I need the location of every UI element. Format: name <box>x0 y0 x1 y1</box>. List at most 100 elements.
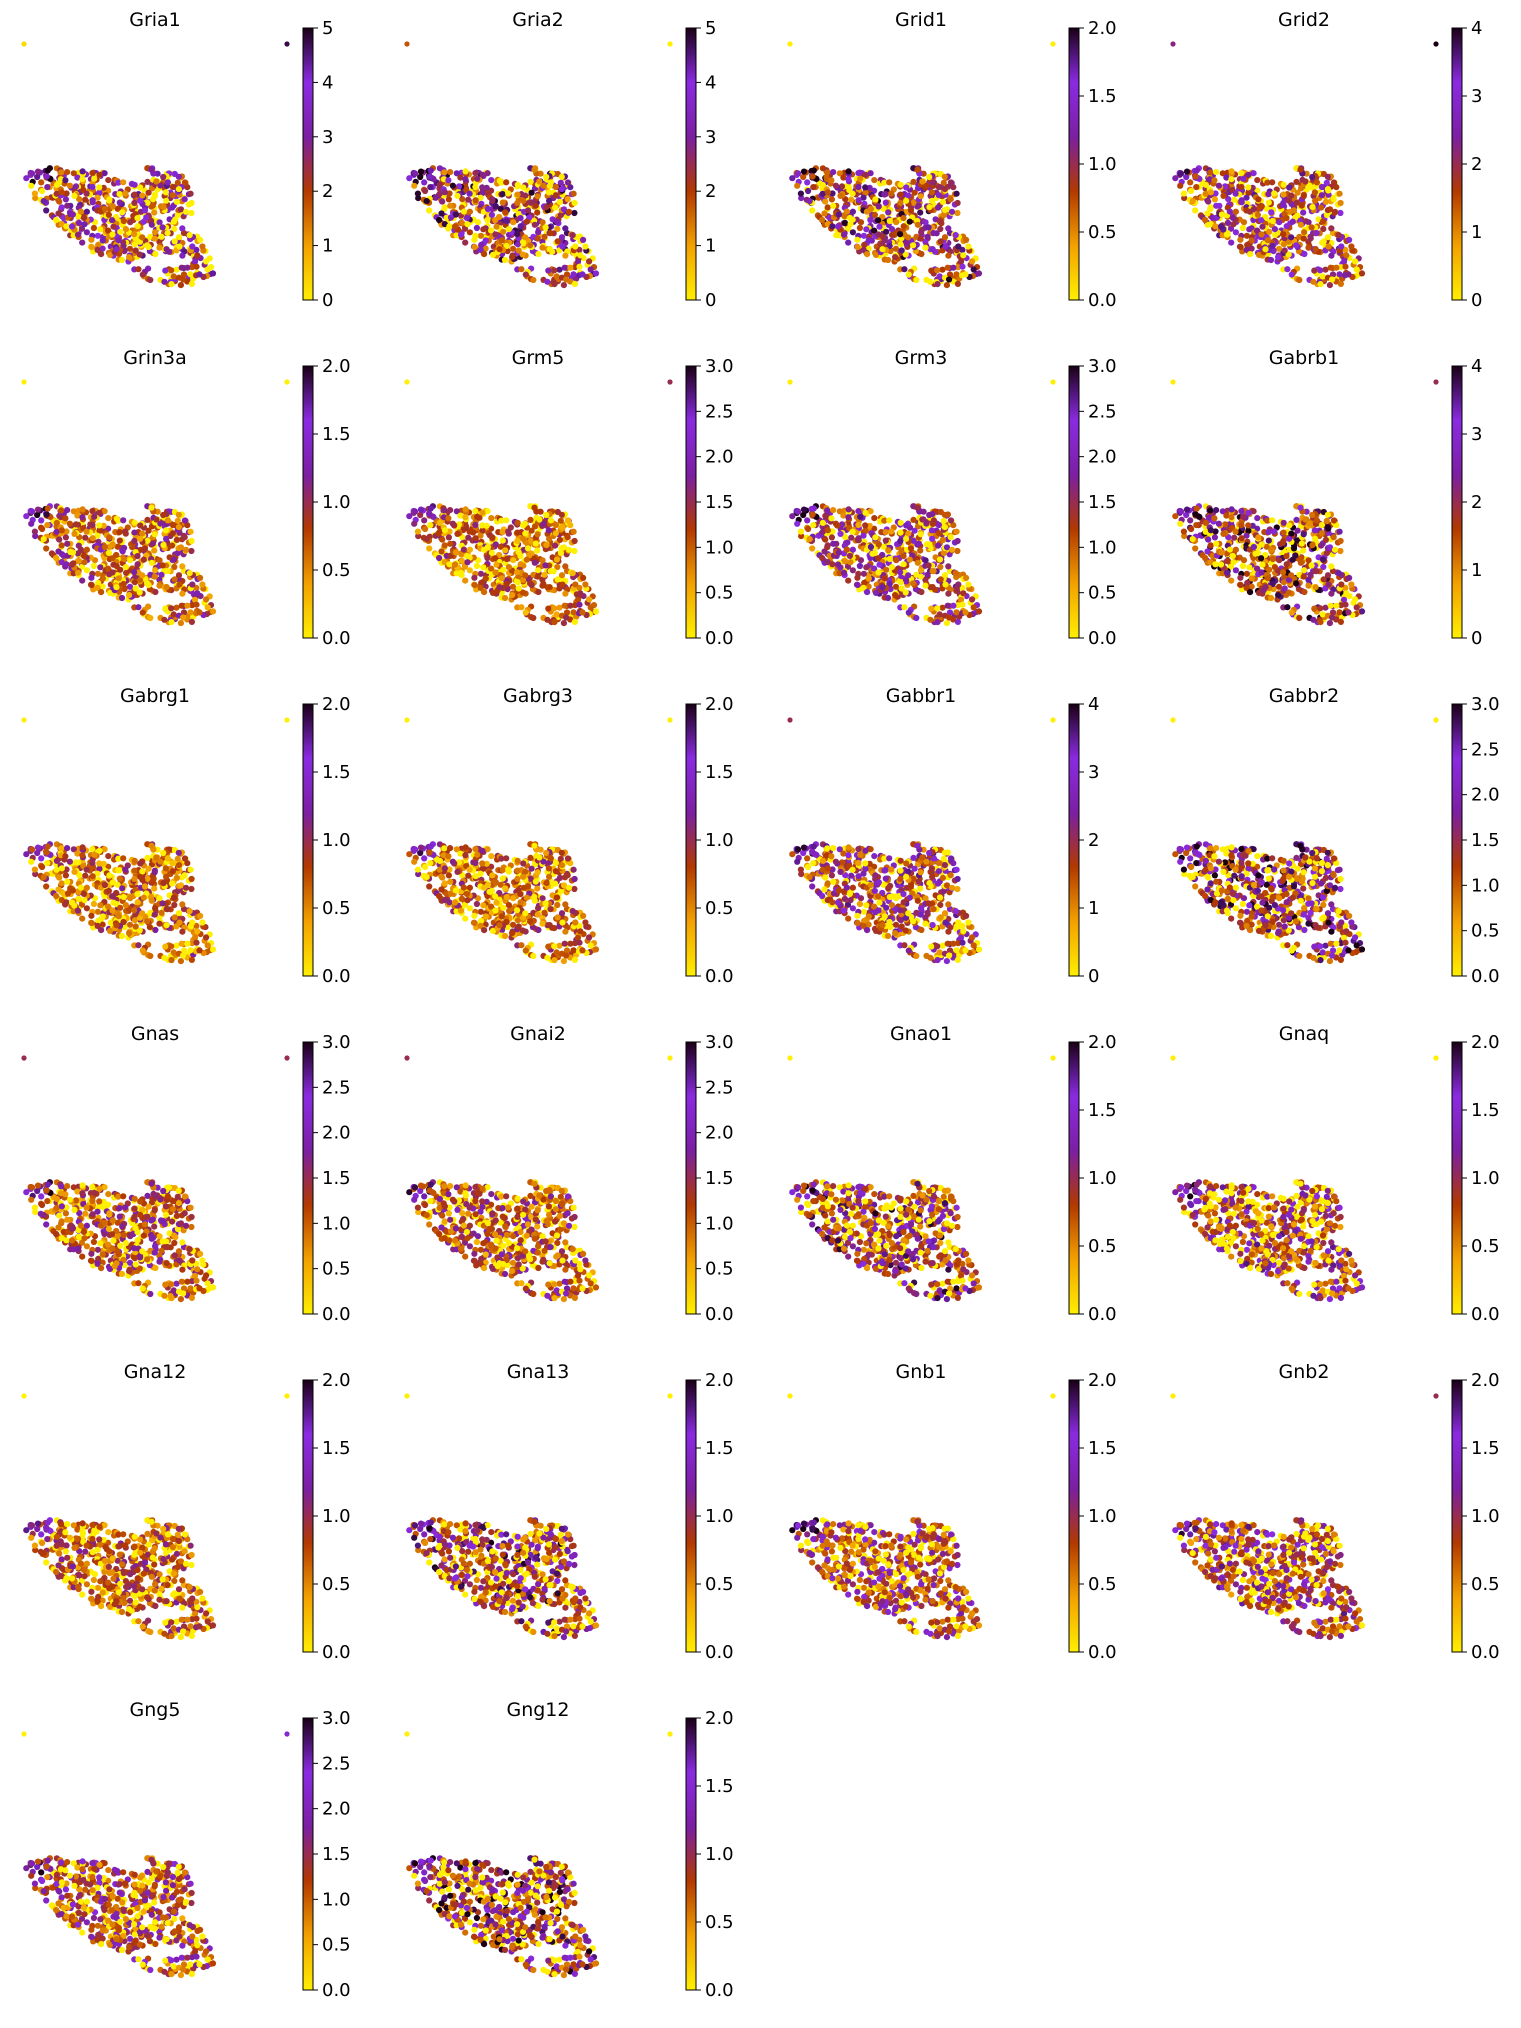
cell-point <box>918 531 924 537</box>
cell-point <box>82 197 88 203</box>
cell-point <box>959 264 965 270</box>
cell-point <box>850 229 856 235</box>
cell-point <box>1301 236 1307 242</box>
cell-point <box>1320 218 1326 224</box>
cell-point <box>205 266 211 272</box>
cell-point <box>821 210 827 216</box>
colorbar <box>303 366 313 638</box>
cell-point <box>53 555 59 561</box>
cell-point <box>861 233 867 239</box>
cell-point <box>445 177 451 183</box>
cell-point <box>820 520 826 526</box>
cell-point <box>421 517 427 523</box>
cell-point <box>794 183 800 189</box>
cell-point <box>156 583 162 589</box>
cell-point <box>847 221 853 227</box>
cell-point <box>174 537 180 543</box>
cell-point <box>144 179 150 185</box>
cell-point <box>1183 512 1189 518</box>
cell-point <box>841 232 847 238</box>
cell-point <box>503 517 509 523</box>
cell-point <box>855 508 861 514</box>
cell-point <box>535 531 541 537</box>
cell-point <box>446 196 452 202</box>
cell-point <box>1224 232 1230 238</box>
cell-point <box>824 169 830 175</box>
cell-point <box>427 511 433 517</box>
cell-point <box>931 179 937 185</box>
cell-point <box>144 517 150 523</box>
cell-point <box>1354 266 1360 272</box>
cell-point <box>96 510 102 516</box>
cell-point <box>152 574 158 580</box>
cell-point <box>561 282 567 288</box>
cell-point <box>934 281 940 287</box>
cell-point <box>942 244 948 250</box>
cell-point <box>56 199 62 205</box>
cell-point <box>135 266 141 272</box>
cell-point <box>1293 179 1299 185</box>
cell-point <box>524 557 530 563</box>
cell-point <box>1338 200 1344 206</box>
cell-point <box>474 563 480 569</box>
cell-point <box>479 510 485 516</box>
cell-point <box>150 203 156 209</box>
cell-point <box>976 270 982 276</box>
cell-point <box>1266 229 1272 235</box>
cell-point <box>109 569 115 575</box>
cell-point <box>160 224 166 230</box>
cell-point <box>1238 508 1244 514</box>
cell-point <box>963 575 969 581</box>
cell-point <box>499 237 505 243</box>
cell-point <box>844 547 850 553</box>
cell-point <box>175 180 181 186</box>
cell-point <box>67 183 73 189</box>
cell-point <box>854 575 860 581</box>
cell-point <box>872 196 878 202</box>
cell-point <box>570 232 576 238</box>
cell-point <box>551 281 557 287</box>
cell-point <box>551 619 557 625</box>
cell-point <box>35 169 41 175</box>
cell-point <box>81 215 87 221</box>
cell-point <box>176 244 182 250</box>
cell-point <box>830 541 836 547</box>
cell-point <box>119 209 125 215</box>
cell-point <box>872 534 878 540</box>
cell-point <box>885 257 891 263</box>
colorbar-tick-label: 5 <box>322 18 333 39</box>
cell-point <box>1345 271 1351 277</box>
cell-point <box>824 507 830 513</box>
cell-point <box>530 615 536 621</box>
cell-point <box>1246 564 1252 570</box>
colorbar <box>303 28 313 300</box>
cell-point <box>514 231 520 237</box>
cell-point <box>189 200 195 206</box>
cell-point <box>794 521 800 527</box>
cell-point <box>809 207 815 213</box>
cell-point <box>1240 225 1246 231</box>
cell-point <box>411 521 417 527</box>
cell-point <box>520 522 526 528</box>
cell-point <box>450 521 456 527</box>
cell-point <box>109 555 115 561</box>
cell-point <box>478 233 484 239</box>
cell-point <box>1178 170 1184 176</box>
cell-point <box>505 190 511 196</box>
cell-point <box>953 609 959 615</box>
cell-point <box>825 189 831 195</box>
cell-point <box>1238 170 1244 176</box>
colorbar-tick-label: 4 <box>705 72 716 93</box>
cell-point <box>160 512 166 518</box>
cell-point <box>1321 238 1327 244</box>
cell-point <box>120 179 126 185</box>
cell-point <box>1266 191 1272 197</box>
cell-point <box>535 589 541 595</box>
cell-point <box>44 522 50 528</box>
cell-point <box>439 537 445 543</box>
cell-point <box>866 237 872 243</box>
cell-point <box>1314 230 1320 236</box>
